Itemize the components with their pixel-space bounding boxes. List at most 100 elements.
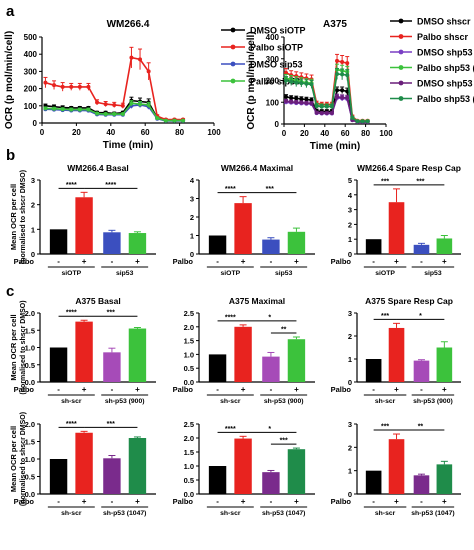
palbo-sign: + [442,497,447,506]
bar [128,233,147,254]
legend-label: Palbo siOTP [250,43,303,53]
bar [234,203,252,254]
data-point [103,112,108,117]
sig-label: **** [66,421,77,428]
palbo-sign: + [241,257,246,266]
bar-chart-3: 0.0 0.5 1.0 1.5 2.0 A375 Basal - + - + Palbo sh-scr… [9,296,156,405]
bar [128,328,147,382]
bar [49,229,68,254]
data-point [294,96,299,101]
bar-chart-4: 0.0 0.5 1.0 1.5 2.0 2.5 A375 Maximal - + - + Palbo s… [173,296,315,405]
y-tick-label: 1 [348,355,352,364]
data-point [129,55,134,60]
line-chart-1: 0 20 40 60 80 100 0 100 200 300 400 A375 Time (min) O… [246,17,474,153]
data-point [299,81,304,86]
palbo-sign: - [216,497,219,506]
palbo-sign: + [82,497,87,506]
palbo-sign: + [294,257,299,266]
data-point [309,101,314,106]
sig-label: **** [225,314,236,321]
y-tick-label: 100 [266,98,280,107]
group-label: sip53 [116,270,134,277]
y-tick-label: 1 [348,467,352,476]
y-tick-label: 2 [190,213,194,222]
sig-label: **** [66,182,77,189]
data-point [335,94,340,99]
bar [103,458,121,494]
data-point [86,107,91,112]
y-tick-label: 0 [190,250,194,259]
group-label: sip53 [424,270,442,277]
y-tick-label: 2 [348,443,352,452]
x-tick-label: 60 [141,128,150,137]
legend-label: Palbo sip53 [250,77,300,87]
x-tick-label: 0 [282,129,287,138]
bar [436,464,453,494]
group-label: sh-scr [61,510,82,517]
palbo-label: Palbo [331,257,352,266]
bar-chart-2: 0 1 2 3 4 5 WM266.4 Spare Resp Cap - + - + Palbo siO… [331,163,461,277]
data-point [146,102,151,107]
data-point [43,106,48,111]
palbo-sign: + [394,497,399,506]
y-tick-label: 1.0 [184,350,194,359]
data-point [345,73,350,78]
data-point [355,119,360,124]
x-tick-label: 100 [379,129,393,138]
y-tick-label: 1.5 [25,326,35,335]
data-point [284,94,289,99]
x-axis-label: Time (min) [103,140,153,151]
palbo-sign: - [111,385,114,394]
y-tick-label: 400 [266,33,280,42]
palbo-label: Palbo [14,497,35,506]
palbo-label: Palbo [14,385,35,394]
x-tick-label: 40 [106,128,115,137]
palbo-sign: - [270,497,273,506]
y-tick-label: 2 [348,220,352,229]
x-axis-label: Time (min) [310,141,360,152]
sig-label: **** [225,186,236,193]
bar [287,449,306,494]
data-point [345,61,350,66]
data-point [43,80,48,85]
series-5 [284,68,370,124]
chart-title: A375 Basal [75,296,120,306]
y-axis-label: Mean OCR per cell [9,314,18,380]
y-tick-label: 1 [190,232,194,241]
data-point [60,84,65,89]
data-point [365,119,370,124]
data-point [103,102,108,107]
bar [287,339,306,382]
y-tick-label: 0 [348,250,352,259]
data-point [95,111,100,116]
sig-label: * [268,426,271,433]
legend-marker [398,80,404,86]
palbo-sign: - [420,257,423,266]
y-tick-label: 0.5 [184,476,194,485]
chart-title: A375 Maximal [229,296,285,306]
data-point [294,100,299,105]
bar [287,231,306,254]
chart-title: WM266.4 Basal [67,163,128,173]
bar [436,347,453,382]
bar [413,475,430,494]
y-tick-label: 3 [348,309,352,318]
data-point [299,96,304,101]
y-tick-label: 1.5 [184,448,194,457]
palbo-sign: - [57,497,60,506]
x-tick-label: 80 [175,128,184,137]
y-tick-label: 0.5 [25,473,35,482]
y-tick-label: 0 [348,490,352,499]
data-point [60,107,65,112]
y-tick-label: 0 [33,119,38,128]
x-tick-label: 0 [40,128,45,137]
y-tick-label: 4 [348,191,353,200]
y-tick-label: 0 [31,250,35,259]
y-axis-label: Mean OCR per cell [9,184,18,250]
palbo-sign: + [135,385,140,394]
bar [75,197,93,254]
y-tick-label: 1.0 [25,344,35,353]
y-tick-label: 1.5 [25,438,35,447]
